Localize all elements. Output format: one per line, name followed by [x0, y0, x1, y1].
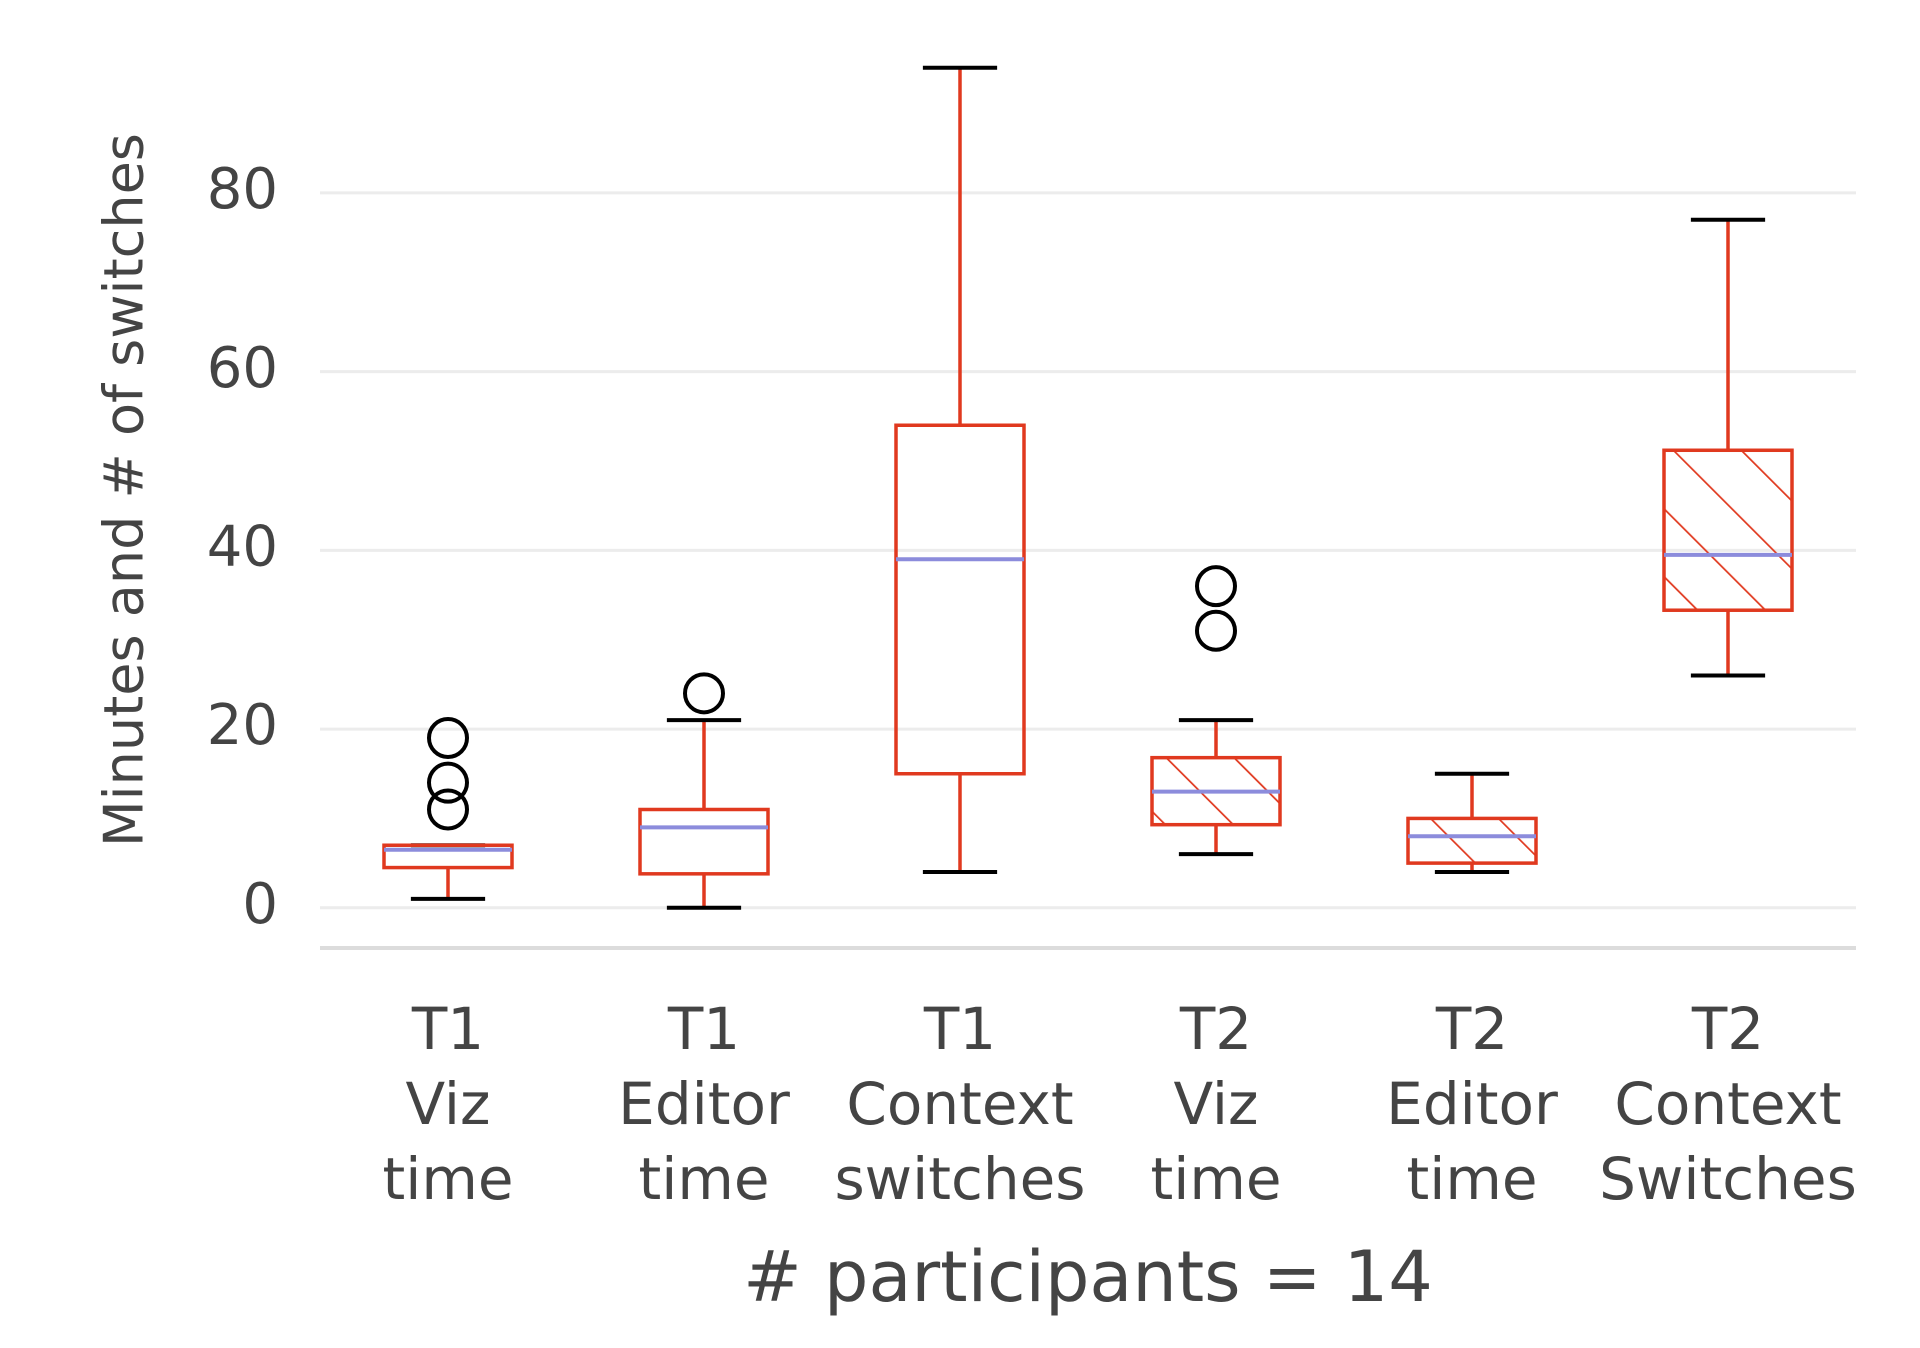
x-tick-label: time: [382, 1145, 513, 1213]
x-tick-label: Viz: [406, 1070, 491, 1138]
x-tick-label: T2: [1691, 995, 1764, 1063]
outlier: [683, 672, 725, 715]
x-tick-label: T1: [667, 995, 740, 1063]
x-tick-label: T1: [923, 995, 996, 1063]
x-tick-label: Editor: [618, 1070, 790, 1138]
outlier: [427, 761, 469, 804]
x-tick-label: time: [1150, 1145, 1281, 1213]
x-tick-label: Context: [1614, 1070, 1841, 1138]
x-tick-label: T2: [1435, 995, 1508, 1063]
outlier: [427, 717, 469, 760]
x-tick-label: Editor: [1386, 1070, 1558, 1138]
box: [382, 843, 514, 870]
y-tick-label: 60: [207, 336, 278, 401]
y-tick-label: 40: [207, 514, 278, 579]
x-axis-label: # participants = 14: [743, 1236, 1433, 1318]
x-tick-label: T1: [411, 995, 484, 1063]
x-tick-label: Context: [846, 1070, 1073, 1138]
y-tick-label: 0: [242, 872, 278, 937]
x-tick-label: time: [1406, 1145, 1537, 1213]
outlier: [1195, 565, 1237, 608]
x-tick-label: T2: [1179, 995, 1252, 1063]
y-tick-label: 20: [207, 693, 278, 758]
outlier: [1195, 609, 1237, 652]
x-tick-label: time: [638, 1145, 769, 1213]
x-tick-label: switches: [834, 1145, 1085, 1213]
outlier: [427, 788, 469, 831]
x-tick-label: Viz: [1174, 1070, 1259, 1138]
y-axis-label: Minutes and # of switches: [93, 133, 156, 847]
box: [1406, 816, 1538, 865]
box: [1662, 448, 1794, 612]
box: [894, 423, 1026, 776]
y-tick-label: 80: [207, 157, 278, 222]
box: [638, 807, 770, 876]
x-tick-label: Switches: [1599, 1145, 1857, 1213]
